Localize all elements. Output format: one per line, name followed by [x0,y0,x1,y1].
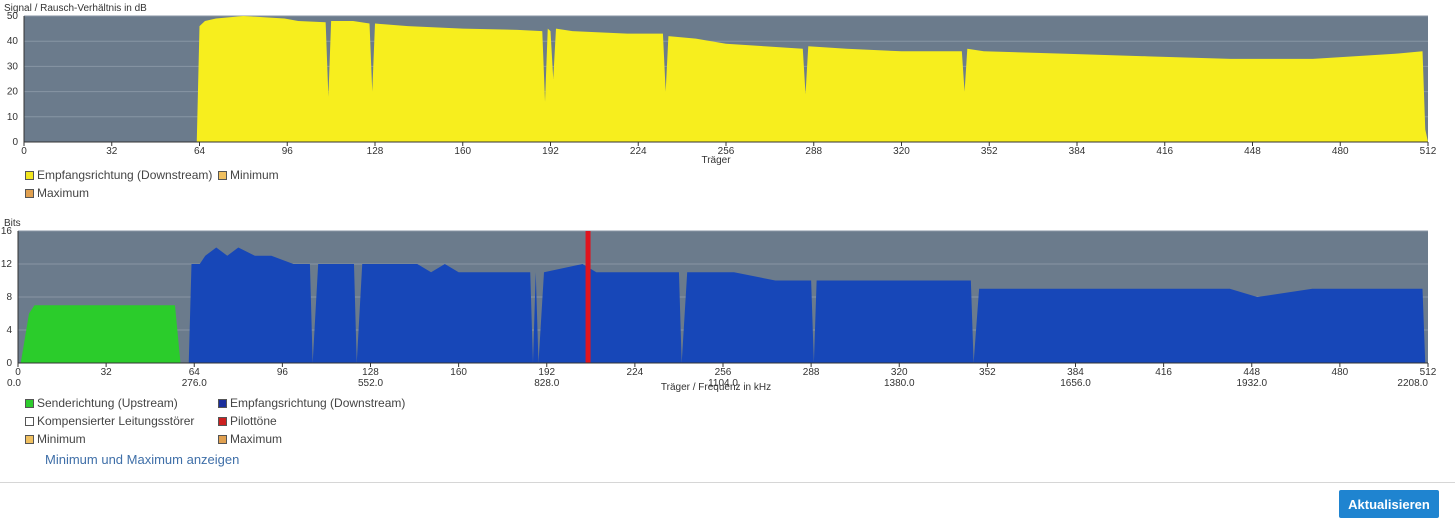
bits-ylabel: Bits [4,218,21,229]
charts-canvas: Signal / Rausch-Verhältnis in dB 0 10 20 30… [1,3,1437,393]
snr-legend: Empfangsrichtung (Downstream) Minimum Ma… [25,168,425,204]
x-tick-label: 288 [805,146,822,157]
x-tick-label: 416 [1156,146,1173,157]
legend-label: Maximum [230,432,283,446]
x-tick-label: 512 [1420,367,1437,378]
x-tick-label: 192 [542,146,559,157]
freq-tick-label: 552.0 [358,378,383,389]
x-tick-label: 96 [277,367,289,378]
x-tick-label: 352 [981,146,998,157]
y-tick-label: 0 [6,358,12,369]
y-tick-label: 50 [7,11,19,22]
series-area [196,16,1428,142]
x-tick-label: 32 [101,367,113,378]
x-tick-label: 384 [1067,367,1084,378]
x-tick-label: 64 [189,367,201,378]
pilot-tone-marker [585,231,591,363]
series-area [188,247,1426,363]
x-tick-label: 320 [893,146,910,157]
legend-swatch [25,398,34,408]
x-tick-label: 416 [1155,367,1172,378]
legend-item-pilot[interactable]: Pilottöne [218,414,277,428]
legend-label: Minimum [230,168,279,182]
legend-swatch [218,170,227,180]
legend-swatch [218,398,227,408]
legend-swatch [25,188,34,198]
y-tick-label: 10 [7,112,19,123]
freq-tick-label: 1104.0 [708,378,738,389]
freq-tick-label: 1656.0 [1060,378,1091,389]
x-tick-label: 0 [15,367,21,378]
x-tick-label: 384 [1069,146,1086,157]
legend-swatch [25,170,34,180]
legend-item-downstream[interactable]: Empfangsrichtung (Downstream) [25,168,212,182]
legend-swatch [218,416,227,426]
legend-label: Pilottöne [230,414,277,428]
legend-item-minimum[interactable]: Minimum [218,168,279,182]
x-tick-label: 96 [282,146,294,157]
legend-item-compensated[interactable]: Kompensierter Leitungsstörer [25,414,194,428]
freq-tick-label: 276.0 [182,378,207,389]
bits-legend: Senderichtung (Upstream) Empfangsrichtun… [25,396,445,450]
y-tick-label: 4 [6,325,12,336]
legend-label: Empfangsrichtung (Downstream) [37,168,213,182]
x-tick-label: 256 [715,367,732,378]
x-tick-label: 480 [1332,146,1349,157]
legend-swatch [25,416,34,426]
x-tick-label: 64 [194,146,206,157]
x-tick-label: 320 [891,367,908,378]
snr-xlabel: Träger [701,155,731,166]
freq-tick-label: 1932.0 [1236,378,1267,389]
x-tick-label: 288 [803,367,820,378]
x-tick-label: 448 [1244,146,1261,157]
legend-swatch [218,434,227,444]
y-tick-label: 40 [7,36,19,47]
y-tick-label: 20 [7,87,19,98]
x-tick-label: 192 [538,367,555,378]
x-tick-label: 160 [450,367,467,378]
legend-label: Senderichtung (Upstream) [37,396,178,410]
x-tick-label: 128 [362,367,379,378]
freq-tick-label: 0.0 [7,378,21,389]
legend-item-minimum[interactable]: Minimum [25,432,86,446]
y-tick-label: 16 [1,226,13,237]
x-tick-label: 224 [627,367,644,378]
x-tick-label: 32 [106,146,118,157]
divider [0,482,1455,483]
legend-item-maximum[interactable]: Maximum [25,186,89,200]
x-tick-label: 512 [1420,146,1437,157]
y-tick-label: 8 [6,292,12,303]
y-tick-label: 12 [1,259,13,270]
x-tick-label: 256 [718,146,735,157]
x-tick-label: 480 [1332,367,1349,378]
x-tick-label: 0 [21,146,27,157]
x-tick-label: 352 [979,367,996,378]
bits-xlabel: Träger / Frequenz in kHz [661,382,771,393]
freq-tick-label: 828.0 [534,378,559,389]
legend-label: Kompensierter Leitungsstörer [37,414,195,428]
legend-label: Empfangsrichtung (Downstream) [230,396,406,410]
legend-swatch [25,434,34,444]
legend-item-upstream[interactable]: Senderichtung (Upstream) [25,396,178,410]
x-tick-label: 224 [630,146,647,157]
freq-tick-label: 2208.0 [1397,378,1428,389]
legend-item-maximum[interactable]: Maximum [218,432,282,446]
legend-item-downstream[interactable]: Empfangsrichtung (Downstream) [218,396,405,410]
legend-label: Minimum [37,432,86,446]
y-tick-label: 0 [12,137,18,148]
refresh-button[interactable]: Aktualisieren [1339,490,1439,518]
show-minmax-link[interactable]: Minimum und Maximum anzeigen [45,452,240,467]
freq-tick-label: 1380.0 [884,378,915,389]
x-tick-label: 128 [367,146,384,157]
y-tick-label: 30 [7,61,19,72]
x-tick-label: 448 [1243,367,1260,378]
x-tick-label: 160 [454,146,471,157]
legend-label: Maximum [37,186,90,200]
snr-ylabel: Signal / Rausch-Verhältnis in dB [4,3,147,14]
series-area [20,305,181,363]
snr-plot-area: 0 10 20 30 40 50 0 32 64 96 128 160 192 224 256 288 320 3… [7,11,1437,157]
